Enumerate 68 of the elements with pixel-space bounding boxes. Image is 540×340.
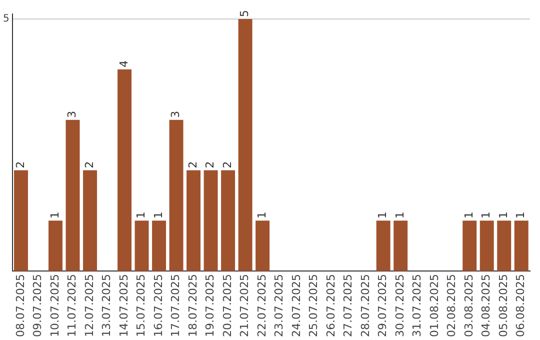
x-tick-label: 17.07.2025 bbox=[169, 274, 182, 338]
x-tick-label: 12.07.2025 bbox=[82, 274, 96, 338]
bar bbox=[204, 170, 218, 272]
bar bbox=[169, 120, 184, 272]
data-label: 2 bbox=[204, 161, 217, 168]
x-tick-label: 11.07.2025 bbox=[66, 274, 79, 338]
x-tick-label: 31.07.2025 bbox=[410, 274, 424, 338]
x-tick-label: 29.07.2025 bbox=[376, 274, 390, 338]
data-label: 2 bbox=[82, 161, 96, 168]
bar bbox=[376, 220, 390, 272]
data-label: 1 bbox=[134, 212, 148, 219]
x-tick-label: 09.07.2025 bbox=[31, 274, 44, 338]
x-tick-label: 28.07.2025 bbox=[358, 274, 372, 338]
x-tick-label: 13.07.2025 bbox=[100, 274, 114, 338]
data-label: 1 bbox=[462, 212, 476, 219]
x-tick-label: 26.07.2025 bbox=[324, 274, 338, 338]
bar bbox=[83, 170, 97, 272]
data-label: 2 bbox=[186, 161, 200, 168]
data-label: 4 bbox=[117, 60, 130, 68]
bar bbox=[66, 120, 80, 272]
bar bbox=[118, 69, 132, 272]
x-tick-label: 05.08.2025 bbox=[496, 274, 510, 338]
data-label: 1 bbox=[480, 212, 493, 219]
x-tick-label: 20.07.2025 bbox=[220, 274, 234, 338]
bar bbox=[394, 220, 408, 272]
x-tick-label: 01.08.2025 bbox=[428, 274, 441, 338]
x-tick-label: 04.08.2025 bbox=[480, 274, 493, 338]
x-tick-label: 21.07.2025 bbox=[238, 274, 252, 338]
bar bbox=[238, 19, 252, 272]
data-label: 3 bbox=[66, 110, 79, 118]
bar bbox=[48, 220, 62, 272]
bar bbox=[14, 170, 28, 272]
x-tick-label: 14.07.2025 bbox=[117, 274, 130, 338]
x-tick-label: 06.08.2025 bbox=[514, 274, 528, 338]
x-tick-label: 03.08.2025 bbox=[462, 274, 476, 338]
data-label: 1 bbox=[152, 212, 165, 219]
data-label: 2 bbox=[14, 161, 27, 168]
bar bbox=[497, 220, 512, 272]
bar bbox=[256, 220, 270, 272]
x-tick-label: 10.07.2025 bbox=[48, 274, 62, 338]
bar bbox=[221, 170, 236, 272]
data-label: 1 bbox=[48, 212, 62, 219]
x-tick-label: 19.07.2025 bbox=[204, 274, 217, 338]
bar bbox=[152, 220, 166, 272]
x-tick-label: 30.07.2025 bbox=[393, 274, 406, 338]
bar bbox=[462, 220, 477, 272]
data-label: 1 bbox=[255, 212, 268, 219]
data-label: 1 bbox=[496, 212, 510, 219]
data-label: 1 bbox=[514, 212, 528, 219]
x-tick-label: 22.07.2025 bbox=[255, 274, 268, 338]
x-tick-label: 18.07.2025 bbox=[186, 274, 200, 338]
data-label: 1 bbox=[376, 212, 390, 219]
data-label: 3 bbox=[169, 110, 182, 118]
bar bbox=[514, 220, 528, 272]
x-tick-label: 25.07.2025 bbox=[307, 274, 320, 338]
bar bbox=[134, 220, 149, 272]
x-tick-label: 08.07.2025 bbox=[14, 274, 27, 338]
data-label: 1 bbox=[393, 212, 406, 219]
x-tick-label: 24.07.2025 bbox=[290, 274, 303, 338]
x-tick-label: 02.08.2025 bbox=[445, 274, 458, 338]
x-tick-label: 27.07.2025 bbox=[342, 274, 355, 338]
data-label: 2 bbox=[220, 161, 234, 168]
x-tick-label: 23.07.2025 bbox=[272, 274, 286, 338]
bar bbox=[480, 220, 494, 272]
bar bbox=[186, 170, 201, 272]
x-tick-label: 16.07.2025 bbox=[152, 274, 165, 338]
x-tick-label: 15.07.2025 bbox=[134, 274, 148, 338]
data-label: 5 bbox=[238, 10, 252, 18]
